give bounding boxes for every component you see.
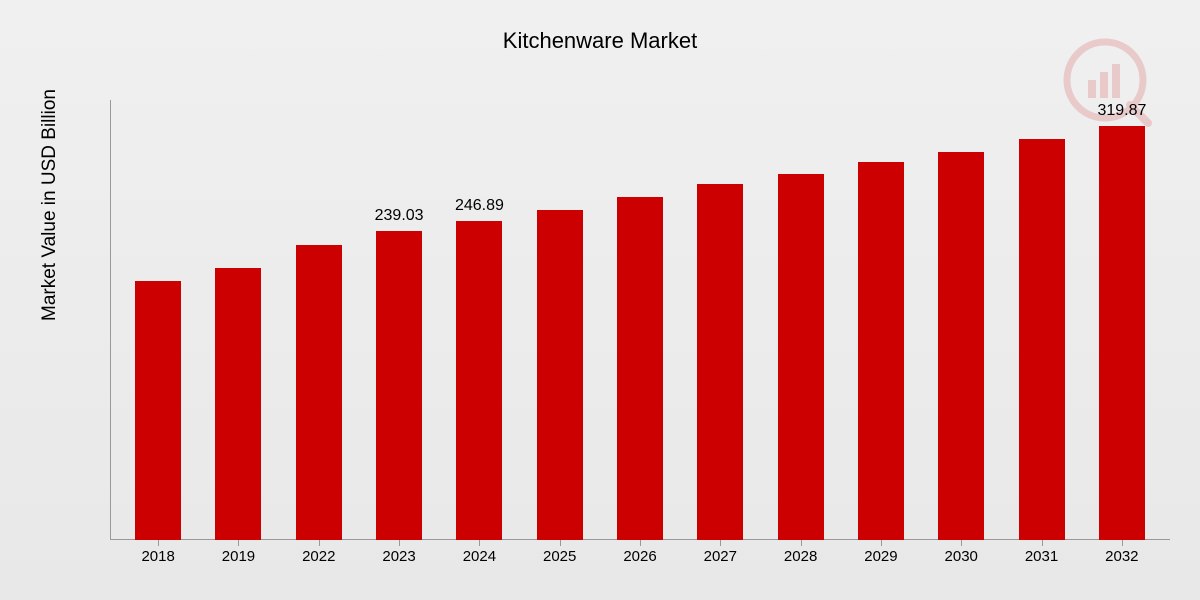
- bar: [697, 184, 743, 540]
- x-tick-mark: [720, 540, 721, 546]
- chart-container: 239.03246.89319.87 201820192022202320242…: [110, 100, 1170, 540]
- bar: [778, 174, 824, 540]
- bar-slot: [841, 100, 921, 540]
- bar-slot: [279, 100, 359, 540]
- x-tick-mark: [158, 540, 159, 546]
- x-axis-label: 2026: [623, 548, 656, 565]
- x-axis-label: 2031: [1025, 548, 1058, 565]
- x-axis-label: 2019: [222, 548, 255, 565]
- bar-slot: 239.03: [359, 100, 439, 540]
- bar-slot: [680, 100, 760, 540]
- x-tick-mark: [238, 540, 239, 546]
- x-tick-mark: [961, 540, 962, 546]
- bar: [135, 281, 181, 540]
- chart-title: Kitchenware Market: [503, 28, 697, 54]
- x-tick-mark: [1122, 540, 1123, 546]
- x-axis-label: 2032: [1105, 548, 1138, 565]
- bar: [456, 221, 502, 541]
- x-tick-mark: [640, 540, 641, 546]
- x-tick-mark: [801, 540, 802, 546]
- x-tick-mark: [560, 540, 561, 546]
- bar: [1099, 126, 1145, 540]
- x-tick-mark: [1042, 540, 1043, 546]
- bar: [617, 197, 663, 540]
- x-axis-label: 2024: [463, 548, 496, 565]
- bar: [215, 268, 261, 540]
- x-axis-label: 2030: [945, 548, 978, 565]
- bar-slot: [118, 100, 198, 540]
- x-axis-label: 2023: [382, 548, 415, 565]
- x-tick-mark: [881, 540, 882, 546]
- x-axis-label: 2027: [704, 548, 737, 565]
- x-axis-label: 2022: [302, 548, 335, 565]
- bar: [1019, 139, 1065, 540]
- x-tick-mark: [319, 540, 320, 546]
- bar: [537, 210, 583, 540]
- bar: [938, 152, 984, 540]
- x-axis-label: 2028: [784, 548, 817, 565]
- bar-value-label: 246.89: [455, 197, 504, 215]
- bar: [858, 162, 904, 540]
- bar-value-label: 319.87: [1097, 102, 1146, 120]
- x-tick-mark: [479, 540, 480, 546]
- bars-wrapper: 239.03 246.89 319.87: [110, 100, 1170, 540]
- x-tick-mark: [399, 540, 400, 546]
- bar-slot: [921, 100, 1001, 540]
- bar-slot: [1001, 100, 1081, 540]
- x-axis-label: 2025: [543, 548, 576, 565]
- x-axis-label: 2018: [141, 548, 174, 565]
- bar-slot: [198, 100, 278, 540]
- bar: [376, 231, 422, 540]
- bar-slot: 246.89: [439, 100, 519, 540]
- bar: [296, 245, 342, 540]
- bar-value-label: 239.03: [375, 207, 424, 225]
- y-axis-label: Market Value in USD Billion: [39, 89, 61, 321]
- x-axis-label: 2029: [864, 548, 897, 565]
- bar-slot: [761, 100, 841, 540]
- bar-slot: [600, 100, 680, 540]
- bar-slot: [520, 100, 600, 540]
- bar-slot: 319.87: [1082, 100, 1162, 540]
